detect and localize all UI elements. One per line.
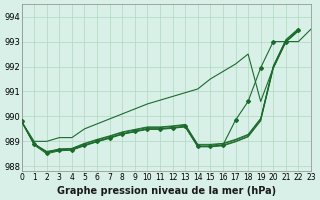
X-axis label: Graphe pression niveau de la mer (hPa): Graphe pression niveau de la mer (hPa): [57, 186, 276, 196]
